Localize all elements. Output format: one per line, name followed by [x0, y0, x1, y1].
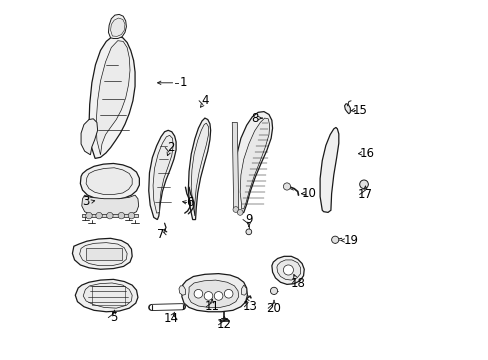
Polygon shape — [188, 118, 210, 220]
Polygon shape — [96, 41, 130, 155]
Circle shape — [128, 212, 134, 219]
Polygon shape — [241, 285, 246, 295]
Polygon shape — [191, 123, 208, 216]
Text: 8: 8 — [251, 112, 259, 125]
Text: 9: 9 — [244, 213, 252, 226]
Text: 14: 14 — [163, 312, 178, 325]
Circle shape — [237, 210, 243, 215]
Polygon shape — [320, 127, 338, 212]
Circle shape — [106, 212, 113, 219]
Polygon shape — [182, 274, 247, 312]
Circle shape — [85, 212, 92, 219]
Text: 19: 19 — [343, 234, 358, 247]
Polygon shape — [188, 280, 238, 307]
Polygon shape — [179, 286, 185, 295]
Circle shape — [224, 289, 232, 298]
Polygon shape — [232, 122, 238, 210]
Circle shape — [214, 292, 223, 300]
Text: 13: 13 — [243, 300, 257, 313]
Polygon shape — [108, 14, 126, 39]
Polygon shape — [81, 195, 139, 217]
Text: 12: 12 — [216, 318, 231, 331]
Text: 4: 4 — [201, 94, 208, 107]
Polygon shape — [344, 104, 349, 114]
Text: 6: 6 — [185, 196, 193, 209]
Circle shape — [232, 207, 238, 212]
Text: 1: 1 — [179, 76, 187, 89]
Text: 2: 2 — [167, 141, 174, 154]
Circle shape — [204, 292, 212, 300]
Circle shape — [245, 229, 251, 235]
Text: 15: 15 — [351, 104, 366, 117]
Circle shape — [96, 212, 102, 219]
Polygon shape — [80, 163, 139, 199]
Circle shape — [270, 287, 277, 294]
Text: 5: 5 — [110, 311, 118, 324]
Circle shape — [331, 236, 338, 243]
Polygon shape — [148, 130, 176, 220]
Text: 17: 17 — [357, 188, 372, 201]
Polygon shape — [110, 18, 125, 36]
Polygon shape — [89, 36, 135, 158]
Polygon shape — [271, 256, 304, 284]
Polygon shape — [81, 214, 138, 217]
Polygon shape — [234, 112, 272, 214]
Circle shape — [283, 183, 290, 190]
Text: 16: 16 — [359, 147, 374, 160]
Circle shape — [359, 180, 367, 189]
Circle shape — [118, 212, 124, 219]
Polygon shape — [75, 279, 138, 312]
Polygon shape — [81, 119, 98, 155]
Text: 18: 18 — [290, 277, 305, 290]
Text: 3: 3 — [81, 195, 89, 208]
Polygon shape — [153, 135, 173, 213]
Polygon shape — [72, 238, 132, 269]
Text: 7: 7 — [156, 228, 163, 241]
Polygon shape — [240, 118, 269, 209]
Polygon shape — [83, 283, 132, 308]
Polygon shape — [80, 243, 127, 266]
Text: 20: 20 — [266, 302, 281, 315]
Text: 11: 11 — [204, 300, 219, 313]
Text: 10: 10 — [301, 187, 316, 200]
Polygon shape — [276, 260, 300, 280]
Polygon shape — [86, 248, 122, 260]
Polygon shape — [86, 168, 132, 194]
Circle shape — [194, 289, 203, 298]
Circle shape — [283, 265, 293, 275]
